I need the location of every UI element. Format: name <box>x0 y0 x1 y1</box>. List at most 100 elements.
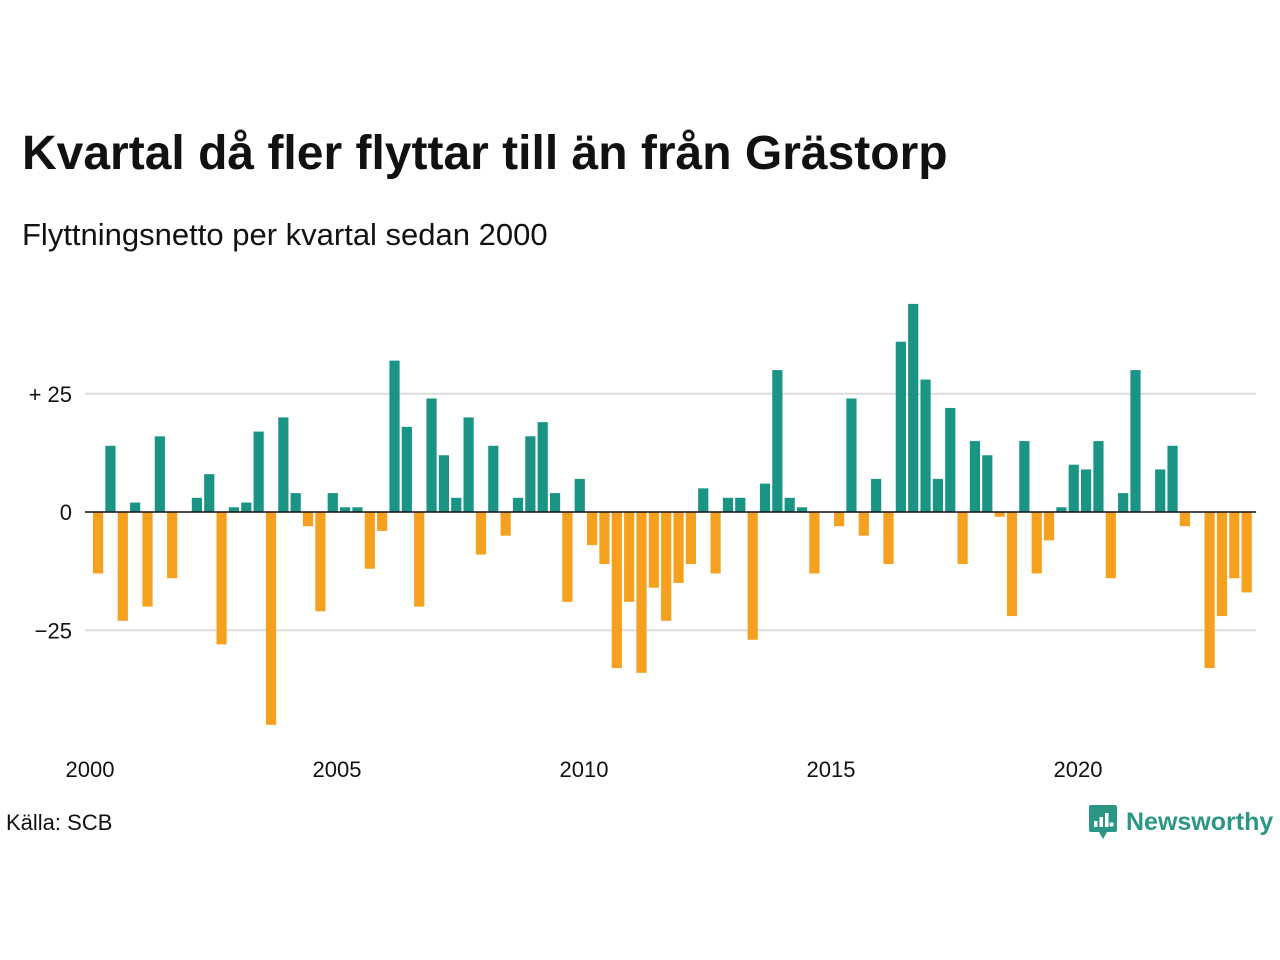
bar <box>1043 512 1055 541</box>
bar <box>648 512 659 588</box>
bar <box>1167 445 1178 512</box>
bar <box>957 512 968 565</box>
source-label: Källa: SCB <box>6 810 113 835</box>
chart-title: Kvartal då fler flyttar till än från Grä… <box>22 127 948 180</box>
x-tick-label: 2020 <box>1054 757 1103 782</box>
brand-logo[interactable]: Newsworthy <box>1088 804 1273 840</box>
bar <box>1130 370 1141 512</box>
bar <box>661 512 672 621</box>
bar <box>624 512 635 602</box>
bar <box>204 474 215 512</box>
y-tick-label: −25 <box>35 618 72 643</box>
bar <box>685 512 696 565</box>
bar <box>871 478 882 512</box>
bar <box>315 512 326 612</box>
newsworthy-logo-icon <box>1089 805 1117 839</box>
bar <box>1105 512 1116 579</box>
bar <box>796 507 808 512</box>
bar <box>735 497 746 512</box>
bar <box>216 512 227 645</box>
bar <box>969 441 981 512</box>
bar <box>340 507 351 512</box>
bar <box>241 502 252 512</box>
bar <box>253 431 264 512</box>
bar <box>377 512 388 531</box>
bar <box>994 512 1005 517</box>
bar <box>191 497 202 512</box>
bar <box>414 512 425 607</box>
y-tick-label: 0 <box>60 500 72 525</box>
bar <box>1093 441 1104 512</box>
bar <box>451 497 462 512</box>
x-tick-label: 2005 <box>313 757 362 782</box>
bar <box>537 422 548 512</box>
bar <box>302 512 314 527</box>
bar <box>1031 512 1042 574</box>
bar <box>426 398 437 512</box>
bar <box>698 488 709 512</box>
bar <box>1155 469 1166 512</box>
bar <box>1118 493 1129 512</box>
bar <box>364 512 375 569</box>
bar <box>228 507 240 512</box>
bar <box>265 512 277 725</box>
bar <box>475 512 487 555</box>
bar <box>105 445 116 512</box>
bar <box>93 512 104 574</box>
bar <box>710 512 721 574</box>
bar <box>1204 512 1215 669</box>
bar <box>512 497 524 512</box>
bar <box>809 512 820 574</box>
chart-subtitle: Flyttningsnetto per kvartal sedan 2000 <box>22 217 548 252</box>
bar <box>611 512 622 669</box>
bar <box>747 512 758 640</box>
bar <box>500 512 511 536</box>
bar <box>1216 512 1228 617</box>
bar <box>784 497 795 512</box>
bar <box>562 512 573 602</box>
bar <box>352 507 363 512</box>
bar <box>1229 512 1240 579</box>
brand-name: Newsworthy <box>1126 807 1274 836</box>
bar <box>858 512 869 536</box>
y-tick-label: + 25 <box>29 382 72 407</box>
bar <box>587 512 598 546</box>
bar <box>1179 512 1190 527</box>
bar <box>834 512 845 527</box>
bar <box>1019 441 1030 512</box>
bar <box>438 455 449 512</box>
bar <box>525 436 536 512</box>
bar <box>673 512 684 583</box>
bar <box>488 445 499 512</box>
x-axis-labels: 2000 2005 2010 2015 2020 <box>66 757 1103 782</box>
bar <box>154 436 165 512</box>
bar <box>290 493 301 512</box>
bar <box>117 512 128 621</box>
bar <box>908 303 919 512</box>
bar <box>895 341 906 512</box>
bar <box>759 483 771 512</box>
bar <box>1068 464 1079 512</box>
bar <box>932 478 943 512</box>
bar <box>327 493 338 512</box>
bar <box>636 512 647 673</box>
bar <box>1081 469 1092 512</box>
bar <box>1006 512 1018 617</box>
bar <box>722 497 734 512</box>
bar <box>846 398 857 512</box>
x-tick-label: 2000 <box>66 757 115 782</box>
bar <box>167 512 178 579</box>
x-tick-label: 2015 <box>807 757 856 782</box>
bar <box>599 512 610 565</box>
bar <box>1241 512 1252 593</box>
bar <box>945 407 956 512</box>
bar <box>549 493 561 512</box>
bar <box>142 512 153 607</box>
bar <box>130 502 141 512</box>
gridlines <box>85 392 1256 632</box>
bar <box>1056 507 1067 512</box>
y-axis-labels: + 25 0 −25 <box>29 382 72 644</box>
bar <box>772 370 783 512</box>
bar <box>389 360 400 512</box>
